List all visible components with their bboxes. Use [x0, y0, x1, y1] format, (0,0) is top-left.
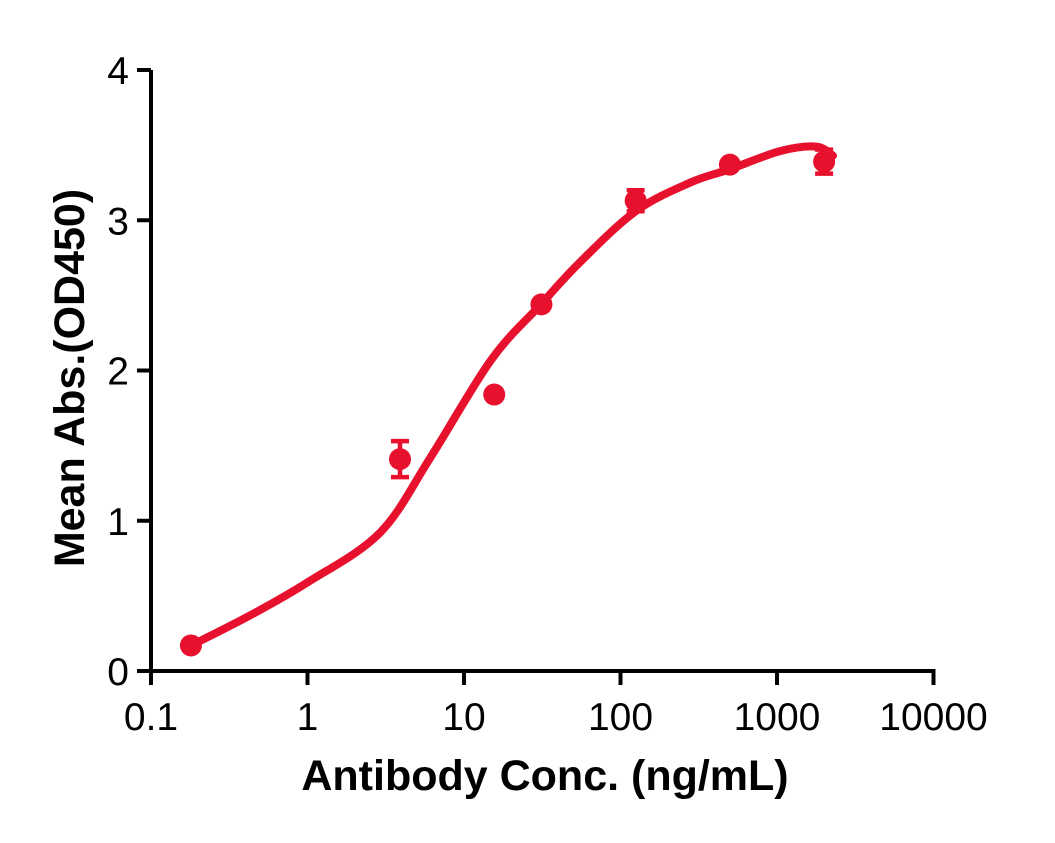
data-point-marker: [179, 634, 202, 657]
data-point-marker: [624, 189, 647, 212]
fit-curve-path: [185, 142, 837, 651]
x-tick-label: 0.1: [124, 696, 178, 739]
y-tick-label: 0: [107, 651, 129, 694]
error-bars: [391, 147, 834, 480]
x-tick-label: 10000: [879, 696, 987, 739]
data-point-marker: [389, 448, 412, 471]
y-tick-label: 3: [107, 200, 129, 243]
y-tick-label: 2: [107, 351, 129, 394]
data-point-marker: [530, 293, 553, 316]
fit-curve: [185, 142, 837, 651]
x-tick-label: 10: [442, 696, 485, 739]
x-axis-title: Antibody Conc. (ng/mL): [301, 752, 788, 800]
y-axis-title: Mean Abs.(OD450): [46, 189, 94, 567]
data-point-marker: [718, 153, 741, 176]
x-tick-label: 1000: [734, 696, 821, 739]
y-tick-label: 4: [107, 50, 129, 93]
data-points: [179, 150, 836, 657]
data-point-marker: [813, 150, 836, 173]
x-tick-label: 1: [297, 696, 319, 739]
y-tick-label: 1: [107, 501, 129, 544]
data-point-marker: [483, 383, 506, 406]
axes: 0.1 1 10 100 1000 10000 0 1 2 3 4: [107, 50, 987, 739]
x-tick-label: 100: [588, 696, 653, 739]
